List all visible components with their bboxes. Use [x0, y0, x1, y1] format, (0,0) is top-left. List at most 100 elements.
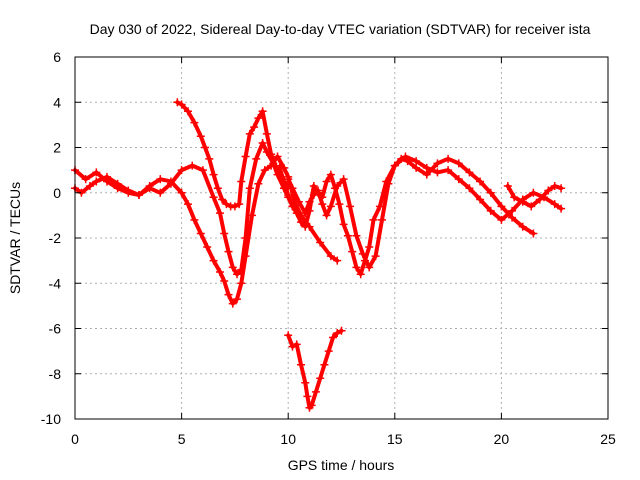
data-point — [288, 202, 297, 211]
series-trace — [277, 156, 536, 277]
data-point — [288, 342, 297, 351]
data-point — [486, 206, 495, 215]
data-point — [497, 202, 506, 211]
data-point — [294, 197, 303, 206]
data-point — [508, 206, 517, 215]
data-point — [486, 188, 495, 197]
y-tick-label: 4 — [53, 94, 61, 110]
data-point — [190, 118, 199, 127]
data-point — [224, 247, 233, 256]
data-point — [518, 197, 527, 206]
data-point — [316, 238, 325, 247]
series-track-3 — [173, 98, 293, 211]
data-point — [173, 98, 182, 107]
data-point — [260, 166, 269, 175]
data-point — [258, 107, 267, 116]
data-point — [275, 163, 284, 172]
data-point — [454, 175, 463, 184]
data-point — [296, 218, 305, 227]
data-point — [544, 186, 553, 195]
data-point — [333, 329, 342, 338]
data-point — [203, 243, 212, 252]
data-point — [333, 181, 342, 190]
data-point — [339, 220, 348, 229]
data-point — [92, 168, 101, 177]
data-point — [454, 159, 463, 168]
data-point — [303, 392, 312, 401]
data-point — [245, 184, 254, 193]
data-point — [273, 152, 282, 161]
y-tick-label: 6 — [53, 49, 61, 65]
data-point — [322, 211, 331, 220]
data-point — [228, 299, 237, 308]
data-point — [237, 279, 246, 288]
data-point — [465, 168, 474, 177]
data-point — [352, 231, 361, 240]
data-point — [307, 401, 316, 410]
data-point — [422, 170, 431, 179]
data-point — [503, 181, 512, 190]
data-point — [328, 333, 337, 342]
data-point — [346, 202, 355, 211]
data-point — [365, 243, 374, 252]
data-point — [245, 129, 254, 138]
data-point — [271, 161, 280, 170]
y-tick-label: -2 — [49, 230, 62, 246]
data-point — [92, 177, 101, 186]
data-point — [220, 276, 229, 285]
data-point — [384, 179, 393, 188]
data-point — [444, 166, 453, 175]
data-point — [508, 213, 517, 222]
data-point — [476, 195, 485, 204]
data-point — [311, 387, 320, 396]
series-track-7 — [284, 326, 346, 412]
data-point — [292, 340, 301, 349]
data-point — [326, 252, 335, 261]
data-point — [527, 202, 536, 211]
data-point — [433, 159, 442, 168]
series-trace — [73, 141, 295, 277]
data-point — [309, 191, 318, 200]
data-point — [358, 249, 367, 258]
y-axis-label: SDTVAR / TECUs — [7, 182, 23, 294]
data-point — [145, 181, 154, 190]
data-point — [284, 175, 293, 184]
data-point — [220, 229, 229, 238]
data-point — [250, 123, 259, 132]
data-point — [224, 290, 233, 299]
data-point — [183, 107, 192, 116]
data-point — [209, 170, 218, 179]
data-point — [444, 154, 453, 163]
data-point — [356, 270, 365, 279]
data-point — [267, 150, 276, 159]
data-point — [412, 163, 421, 172]
data-point — [557, 184, 566, 193]
data-point — [326, 202, 335, 211]
data-point — [196, 132, 205, 141]
data-point — [309, 181, 318, 190]
data-point — [529, 229, 538, 238]
data-point — [81, 175, 90, 184]
data-point — [352, 263, 361, 272]
data-point — [550, 200, 559, 209]
data-point — [369, 215, 378, 224]
x-tick-label: 10 — [280, 431, 296, 447]
data-point — [241, 252, 250, 261]
y-tick-label: -8 — [49, 366, 62, 382]
data-point — [371, 252, 380, 261]
data-point — [156, 188, 165, 197]
chart-title: Day 030 of 2022, Sidereal Day-to-day VTE… — [90, 21, 591, 37]
data-point — [183, 200, 192, 209]
data-point — [177, 100, 186, 109]
data-point — [333, 256, 342, 265]
data-point — [314, 186, 323, 195]
data-point — [177, 188, 186, 197]
data-point — [318, 200, 327, 209]
data-point — [497, 215, 506, 224]
data-point — [177, 166, 186, 175]
data-point — [113, 179, 122, 188]
data-point — [320, 360, 329, 369]
data-point — [510, 193, 519, 202]
data-point — [288, 184, 297, 193]
